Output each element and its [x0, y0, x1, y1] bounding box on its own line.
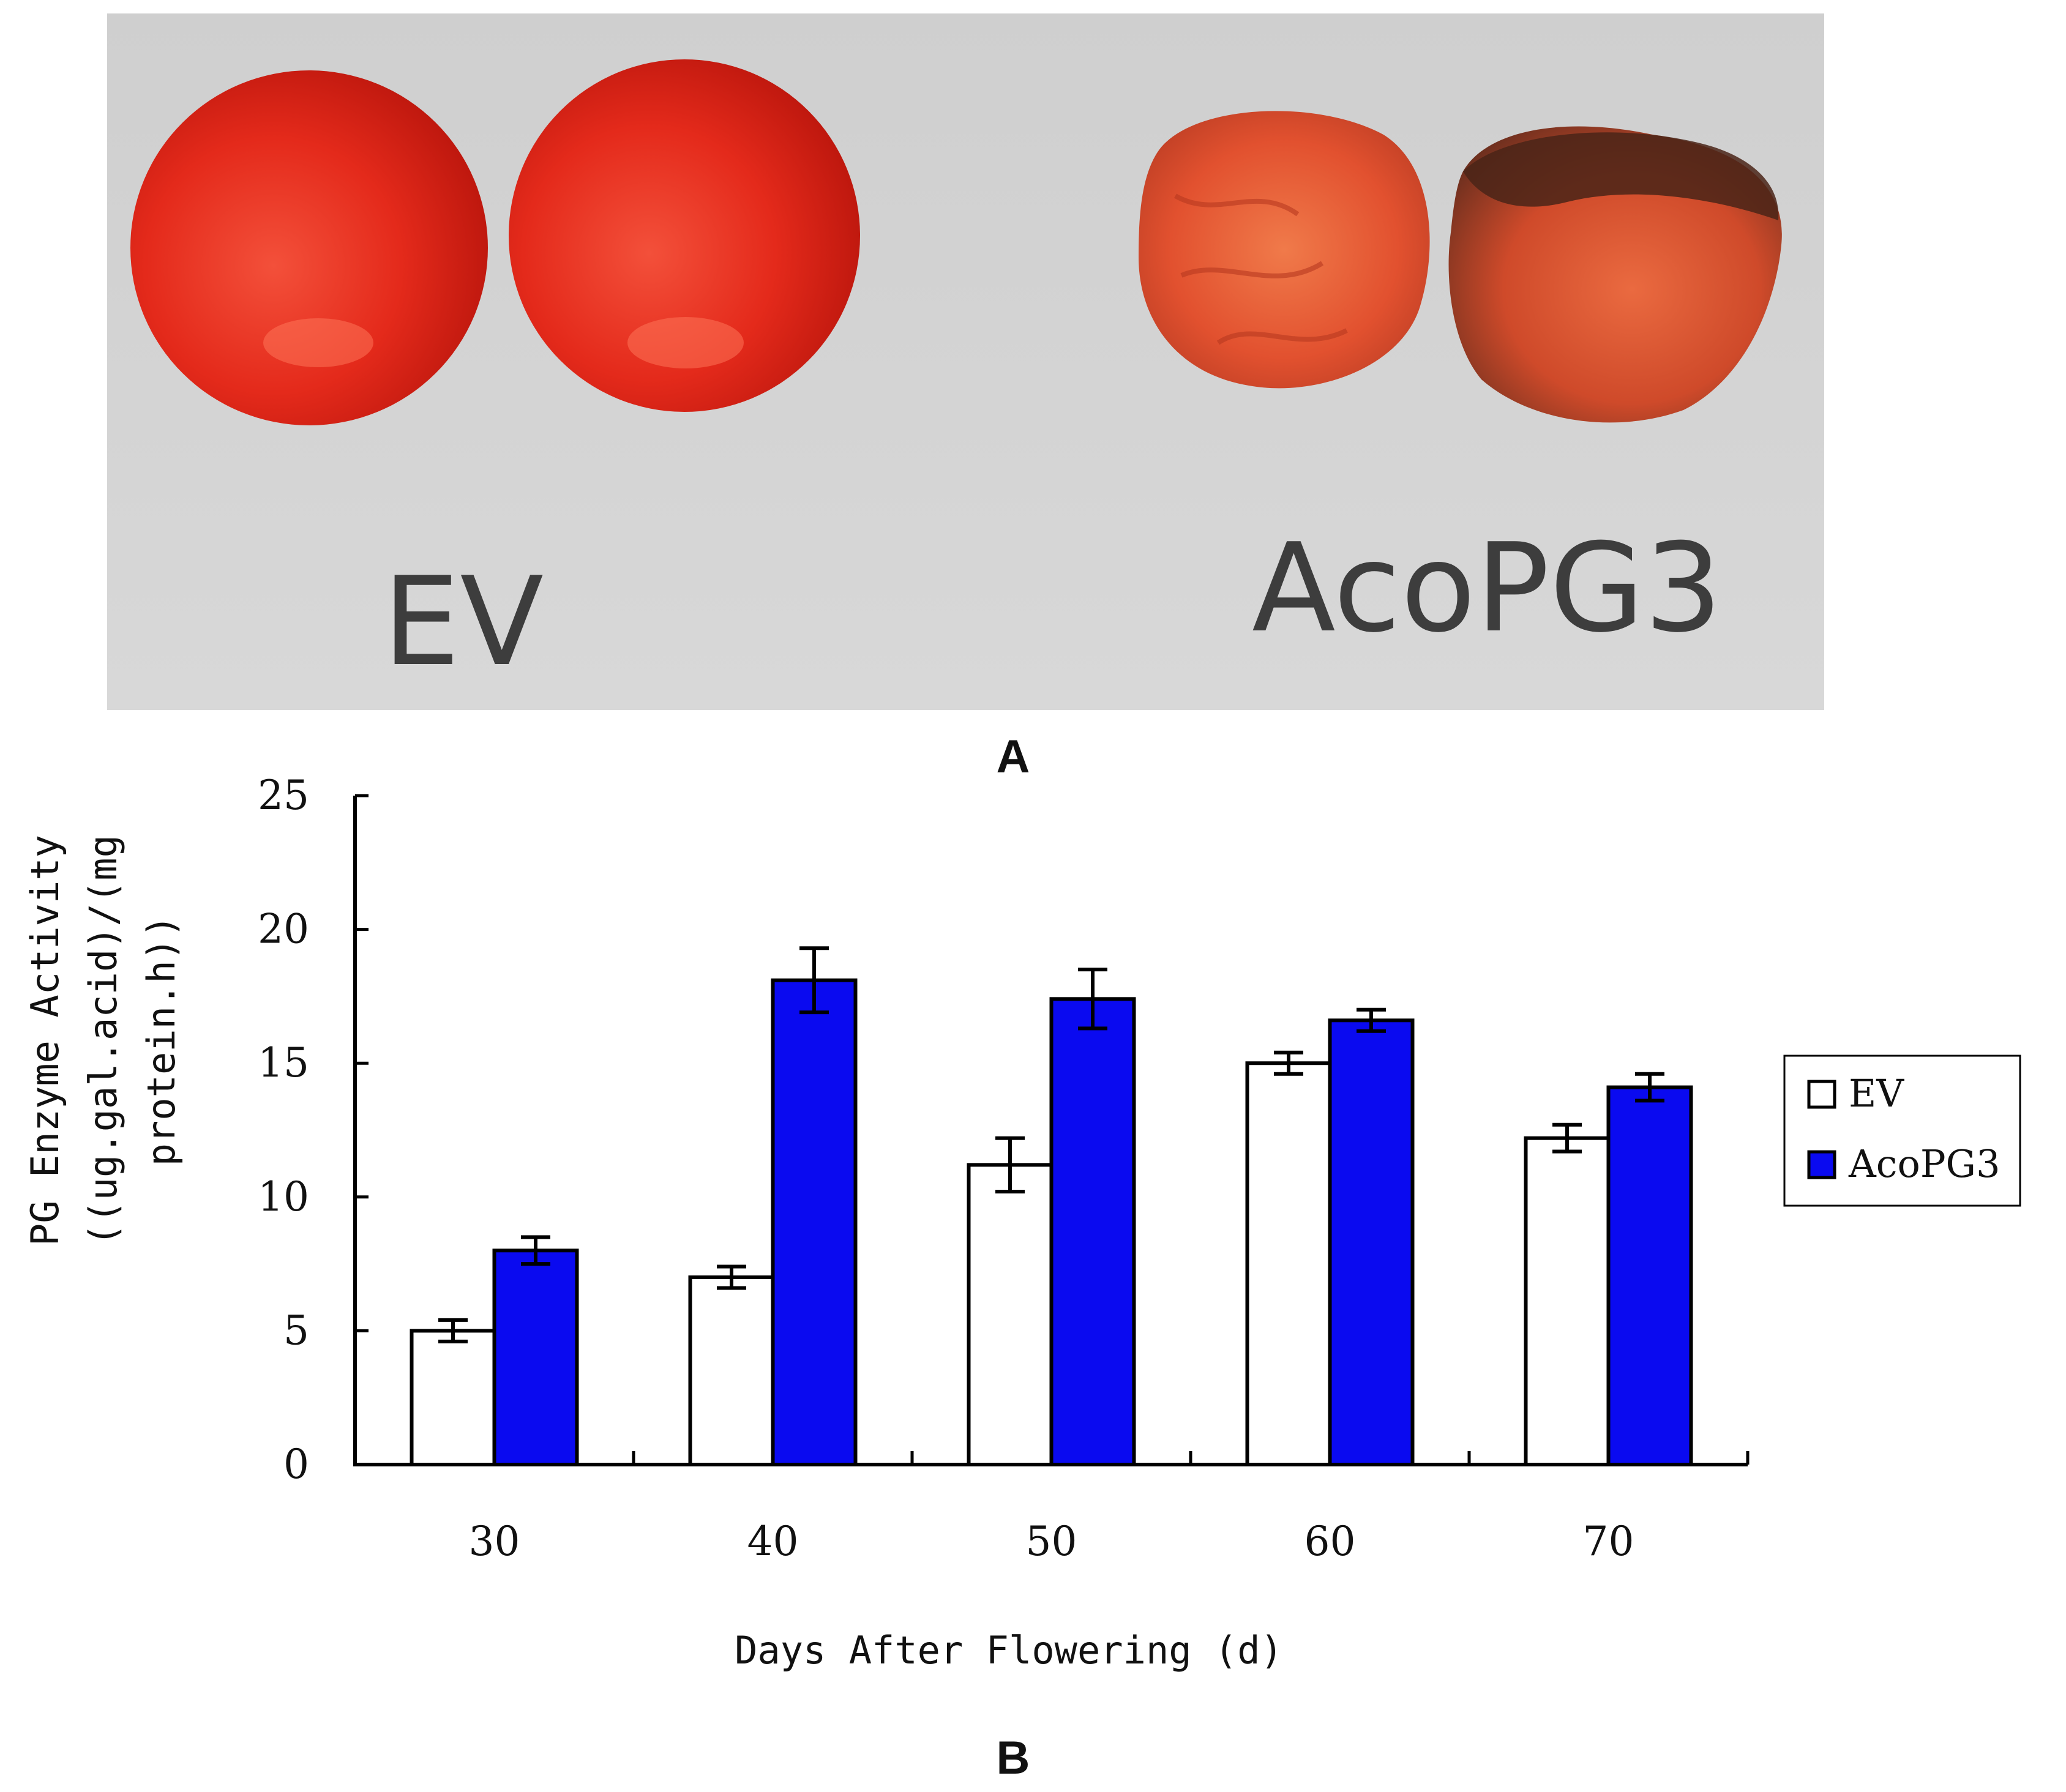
bars	[410, 978, 1693, 1467]
bar-ev-50	[967, 1163, 1054, 1467]
tomato-ev-right-highlight	[627, 317, 744, 368]
panel-label-b: B	[997, 1732, 1030, 1784]
y-tick-label-25: 25	[258, 772, 309, 819]
x-tick-label-40: 40	[747, 1518, 799, 1565]
photo-panel: EV AcoPG3	[107, 13, 1824, 710]
tomato-ev-right	[509, 59, 860, 412]
y-axis-title-line-1: PG Enzyme Activity	[23, 835, 67, 1246]
handwritten-label-acopg3: AcoPG3	[1252, 517, 1722, 660]
error-bar-acopg3-50	[1078, 968, 1107, 1031]
tomato-acopg3-left	[1139, 111, 1430, 389]
y-tick-label-5: 5	[283, 1307, 309, 1354]
tomato-acopg3-left-wrinkles	[1174, 193, 1348, 345]
bar-ev-70	[1524, 1136, 1611, 1466]
legend: EV AcoPG3	[1783, 1055, 2021, 1207]
bar-ev-30	[410, 1329, 496, 1466]
y-axis-title: PG Enzyme Activity ((ug.gal.acid)/(mg pr…	[23, 835, 184, 1246]
error-bar-ev-30	[438, 1318, 468, 1343]
error-bar-acopg3-60	[1357, 1007, 1386, 1033]
legend-swatch-ev	[1807, 1080, 1836, 1109]
error-bar-ev-40	[717, 1264, 746, 1290]
bar-acopg3-30	[492, 1249, 579, 1466]
error-bar-acopg3-30	[521, 1235, 550, 1266]
x-tick-label-60: 60	[1304, 1518, 1356, 1565]
error-bar-acopg3-70	[1635, 1072, 1664, 1103]
y-axis-title-line-3: protein.h))	[139, 915, 184, 1167]
y-tick-label-20: 20	[258, 906, 309, 953]
x-tick-label-50: 50	[1026, 1518, 1077, 1565]
tomato-ev-left-highlight	[263, 318, 373, 367]
bar-acopg3-40	[771, 978, 858, 1466]
x-axis-ticks: 30 40 50 60 70	[469, 1451, 1750, 1565]
y-tick-label-10: 10	[258, 1173, 309, 1220]
x-tick-label-70: 70	[1583, 1518, 1634, 1565]
error-bar-ev-50	[995, 1136, 1025, 1194]
tomato-ev-left	[130, 70, 488, 425]
bar-ev-60	[1245, 1061, 1332, 1466]
error-bar-ev-70	[1552, 1122, 1582, 1154]
error-bar-acopg3-40	[799, 946, 829, 1015]
x-tick-label-30: 30	[469, 1518, 520, 1565]
x-axis-title: Days After Flowering (d)	[735, 1628, 1283, 1673]
y-tick-label-0: 0	[283, 1441, 309, 1488]
y-tick-label-15: 15	[258, 1039, 309, 1086]
error-bars	[438, 946, 1664, 1343]
bar-acopg3-50	[1049, 997, 1136, 1466]
bar-chart: PG Enzyme Activity ((ug.gal.acid)/(mg pr…	[23, 772, 2021, 1673]
tomato-acopg3-right-decay	[1463, 132, 1779, 220]
bar-acopg3-60	[1328, 1018, 1415, 1467]
handwritten-label-ev: EV	[383, 551, 544, 693]
legend-label-acopg3: AcoPG3	[1848, 1141, 2001, 1186]
y-axis-title-line-2: ((ug.gal.acid)/(mg	[81, 835, 125, 1246]
y-axis-ticks: 0 5 10 15 20 25	[258, 772, 369, 1488]
error-bar-ev-60	[1274, 1050, 1303, 1076]
legend-label-ev: EV	[1849, 1071, 1904, 1116]
bar-ev-40	[688, 1275, 775, 1466]
panel-label-a: A	[997, 731, 1030, 783]
legend-swatch-acopg3	[1807, 1150, 1836, 1179]
bar-acopg3-70	[1606, 1085, 1693, 1466]
